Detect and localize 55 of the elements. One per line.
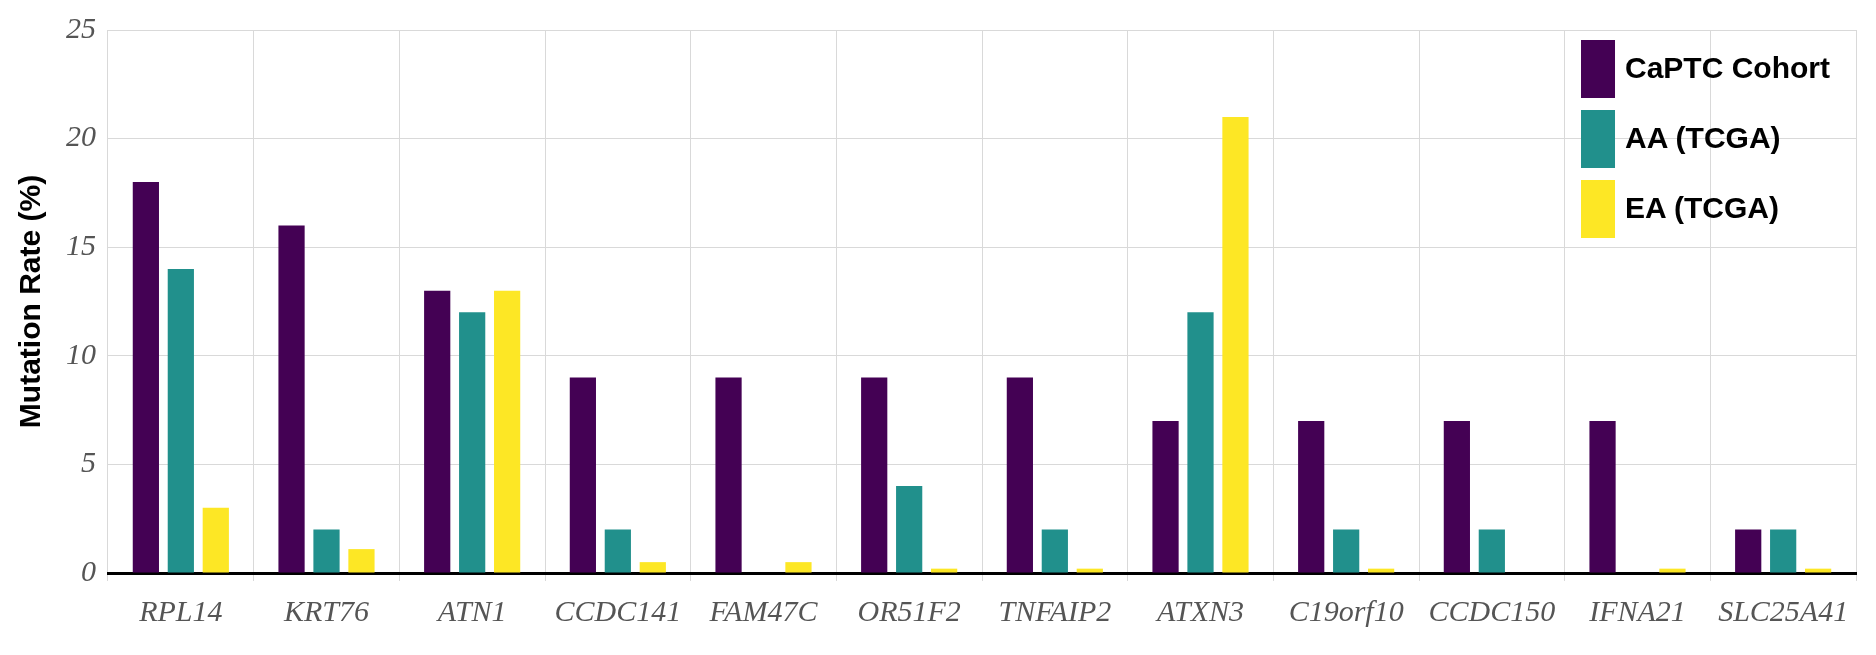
bar <box>1152 420 1179 573</box>
bar <box>785 562 812 573</box>
bar <box>167 268 194 573</box>
bar <box>896 486 923 573</box>
legend-label: EA (TCGA) <box>1625 191 1779 225</box>
bar <box>1333 529 1360 573</box>
bar <box>1659 568 1686 573</box>
bar <box>278 225 305 573</box>
y-tick-label: 25 <box>66 10 96 44</box>
bar <box>494 290 521 573</box>
bar <box>931 568 958 573</box>
y-tick-label: 0 <box>81 553 96 587</box>
bar <box>1478 529 1505 573</box>
bar <box>1076 568 1103 573</box>
bar <box>1222 116 1249 573</box>
legend-label: CaPTC Cohort <box>1625 51 1831 85</box>
x-tick-label: CCDC141 <box>554 593 682 627</box>
bar <box>132 182 159 573</box>
x-tick-label: ATXN3 <box>1154 593 1245 627</box>
bar <box>1298 420 1325 573</box>
x-tick-label: OR51F2 <box>857 593 961 627</box>
bar <box>569 377 596 573</box>
bar <box>1006 377 1033 573</box>
bar <box>1805 568 1832 573</box>
x-tick-label: RPL14 <box>138 593 223 627</box>
bar <box>1187 312 1214 573</box>
x-tick-label: SLC25A41 <box>1718 593 1849 627</box>
x-tick-label: KRT76 <box>282 593 370 627</box>
x-tick-label: ATN1 <box>435 593 507 627</box>
x-tick-label: FAM47C <box>708 593 819 627</box>
bar <box>459 312 486 573</box>
x-tick-label: CCDC150 <box>1428 593 1556 627</box>
y-tick-label: 10 <box>66 336 96 370</box>
bar <box>424 290 451 573</box>
bar <box>1041 529 1068 573</box>
bar <box>313 529 340 573</box>
bar <box>604 529 631 573</box>
x-tick-label: C19orf10 <box>1288 593 1404 627</box>
x-tick-label: TNFAIP2 <box>998 593 1112 627</box>
y-axis-title: Mutation Rate (%) <box>13 174 47 429</box>
bar <box>1770 529 1797 573</box>
bar <box>1589 420 1616 573</box>
bar <box>202 507 229 573</box>
bar <box>861 377 888 573</box>
bar <box>1735 529 1762 573</box>
bar <box>1443 420 1470 573</box>
bar <box>348 549 375 573</box>
bar <box>715 377 742 573</box>
y-tick-label: 15 <box>66 228 96 262</box>
x-tick-label: IFNA21 <box>1588 593 1686 627</box>
bar <box>1368 568 1395 573</box>
legend-label: AA (TCGA) <box>1625 121 1781 155</box>
y-tick-label: 20 <box>66 119 96 153</box>
bar <box>639 562 666 573</box>
y-tick-label: 5 <box>81 445 96 479</box>
